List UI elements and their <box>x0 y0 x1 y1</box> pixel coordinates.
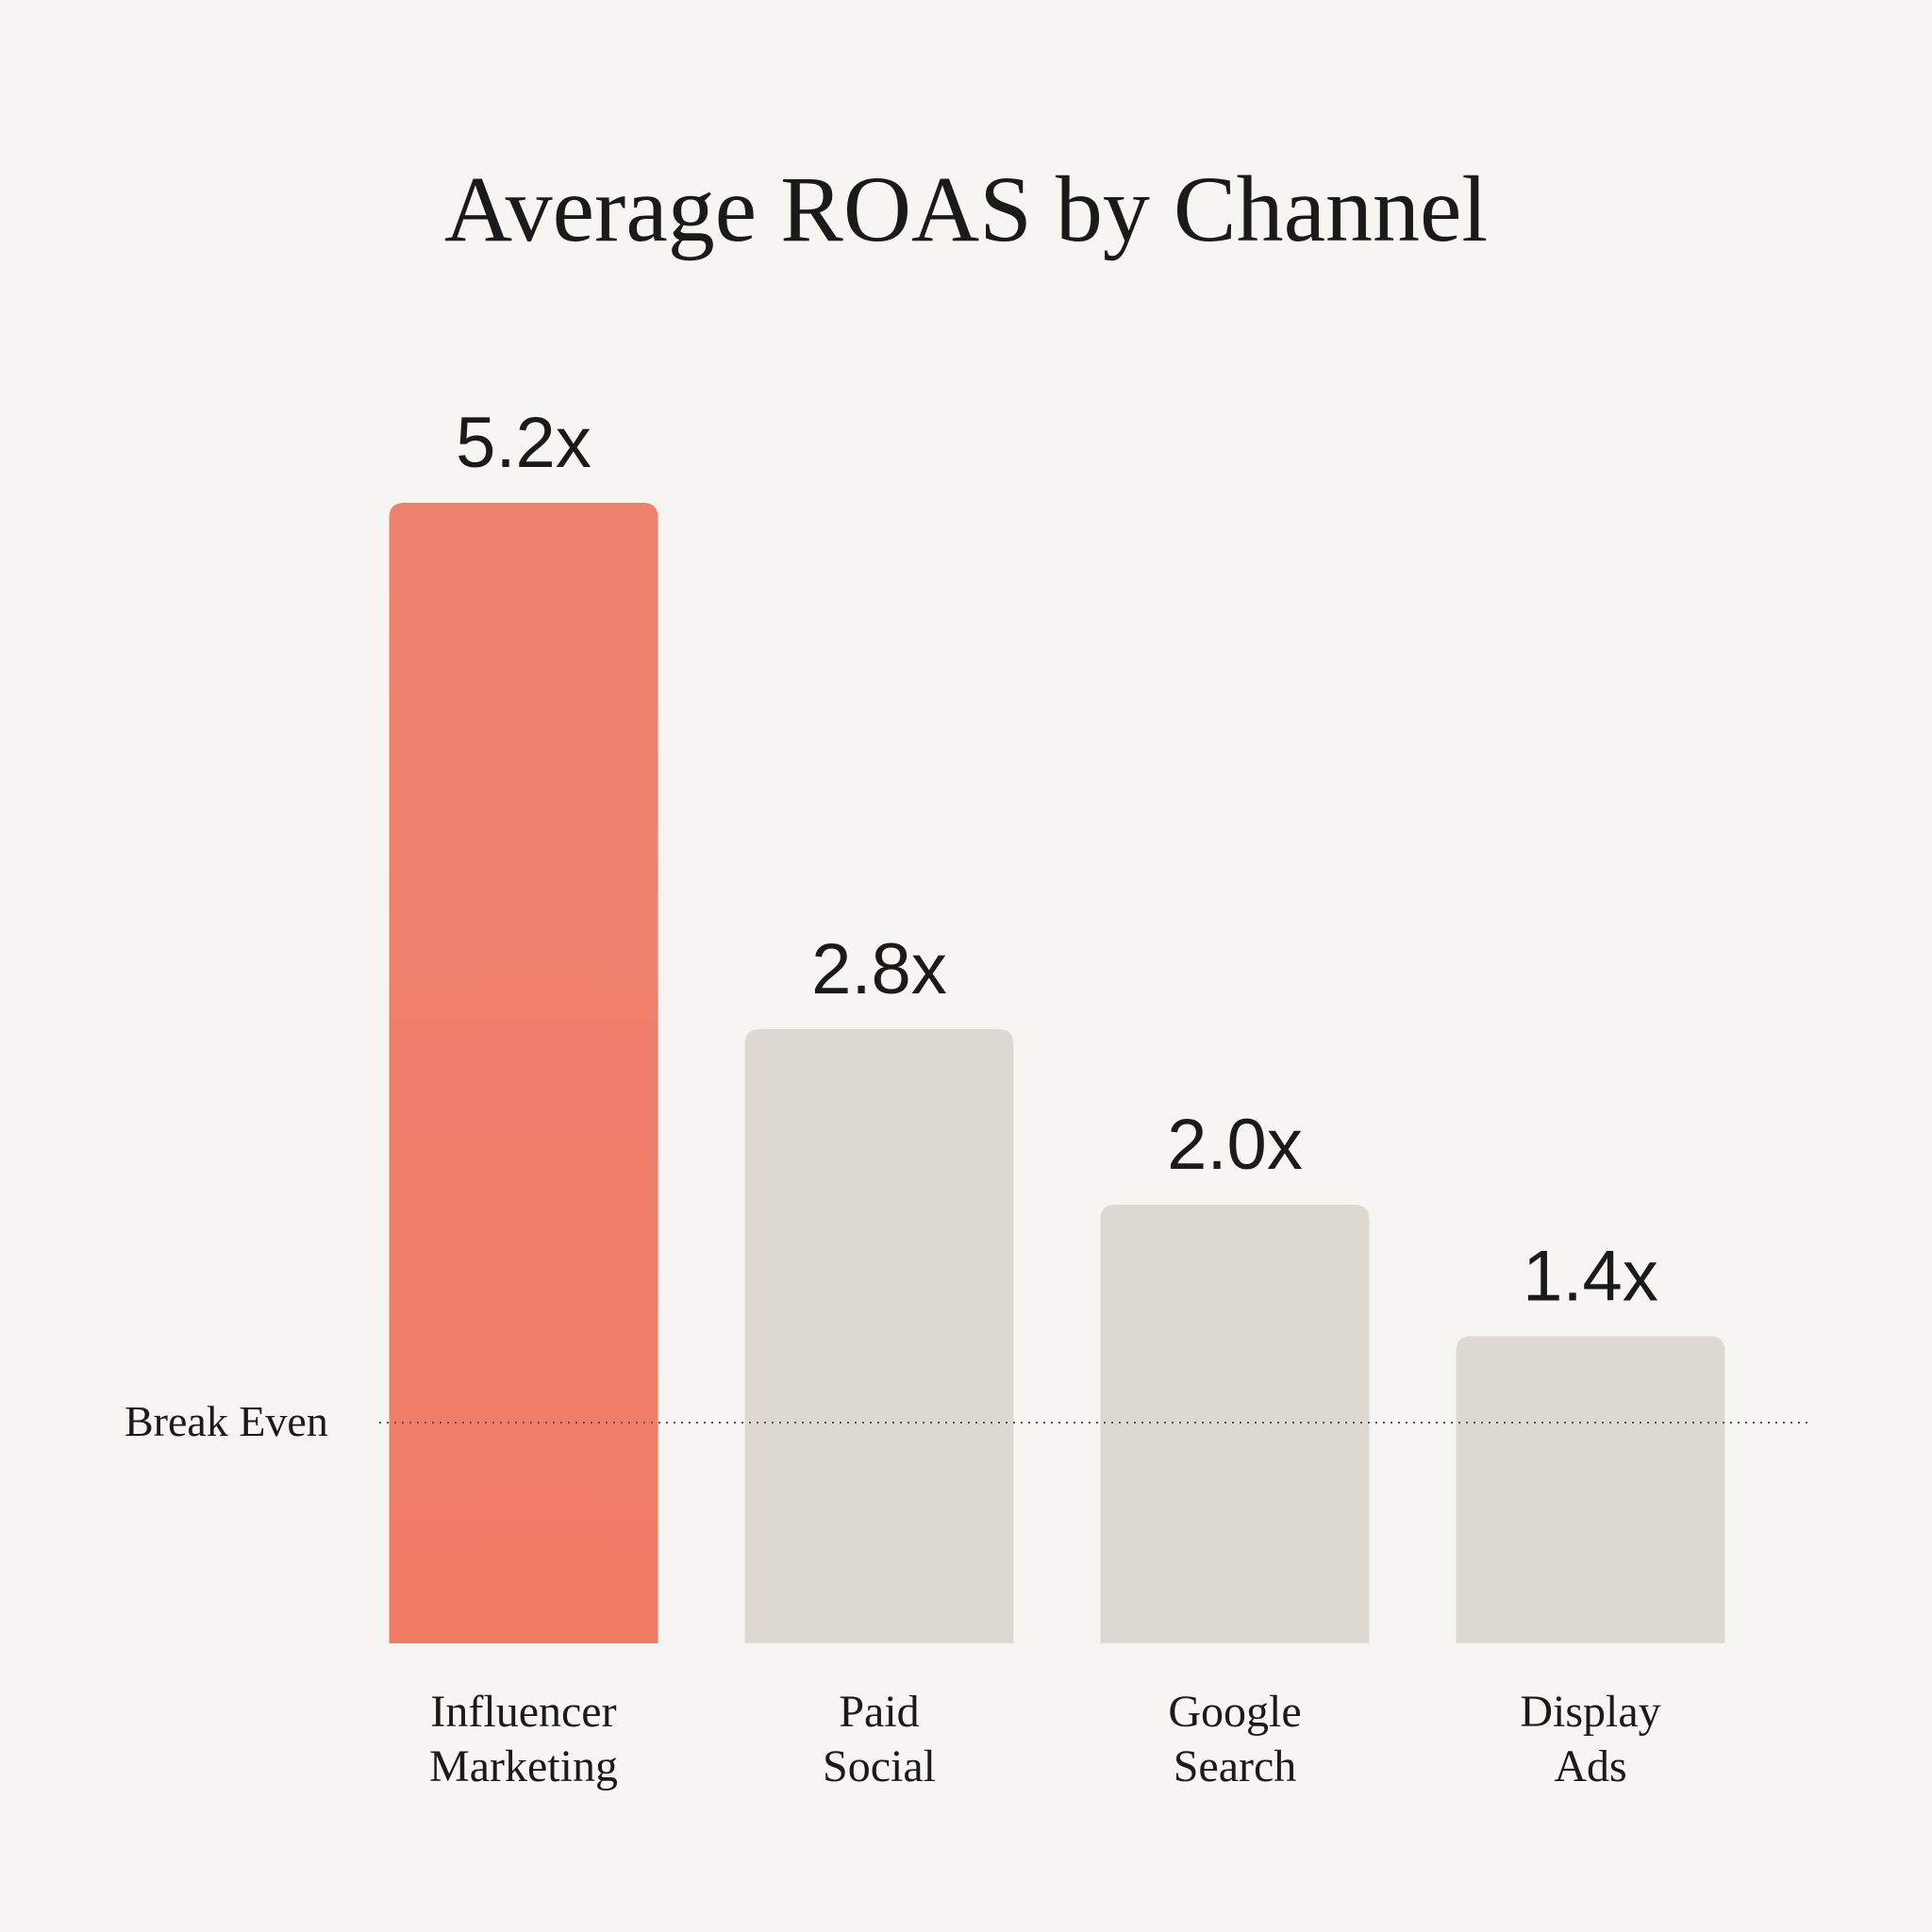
bar-0 <box>389 503 658 1643</box>
category-label-3-line-1: Ads <box>1554 1741 1626 1791</box>
value-label-2: 2.0x <box>1167 1105 1303 1185</box>
bars-layer <box>389 503 1725 1643</box>
category-label-1-line-1: Social <box>823 1741 936 1791</box>
category-label-0-line-0: Influencer <box>430 1687 616 1737</box>
break-even-label: Break Even <box>125 1397 328 1445</box>
category-label-2-line-1: Search <box>1174 1741 1297 1791</box>
category-label-1-line-0: Paid <box>839 1687 919 1737</box>
category-label-2-line-0: Google <box>1168 1687 1301 1737</box>
bar-3 <box>1456 1336 1725 1643</box>
bar-2 <box>1100 1205 1370 1643</box>
bar-1 <box>744 1029 1014 1643</box>
value-label-0: 5.2x <box>456 403 591 483</box>
break-even-reference: Break Even <box>125 1397 1813 1445</box>
chart-title: Average ROAS by Channel <box>444 157 1488 261</box>
category-label-0-line-1: Marketing <box>429 1741 618 1791</box>
category-label-3-line-0: Display <box>1520 1687 1660 1737</box>
value-label-3: 1.4x <box>1523 1237 1658 1317</box>
value-label-1: 2.8x <box>811 929 947 1009</box>
